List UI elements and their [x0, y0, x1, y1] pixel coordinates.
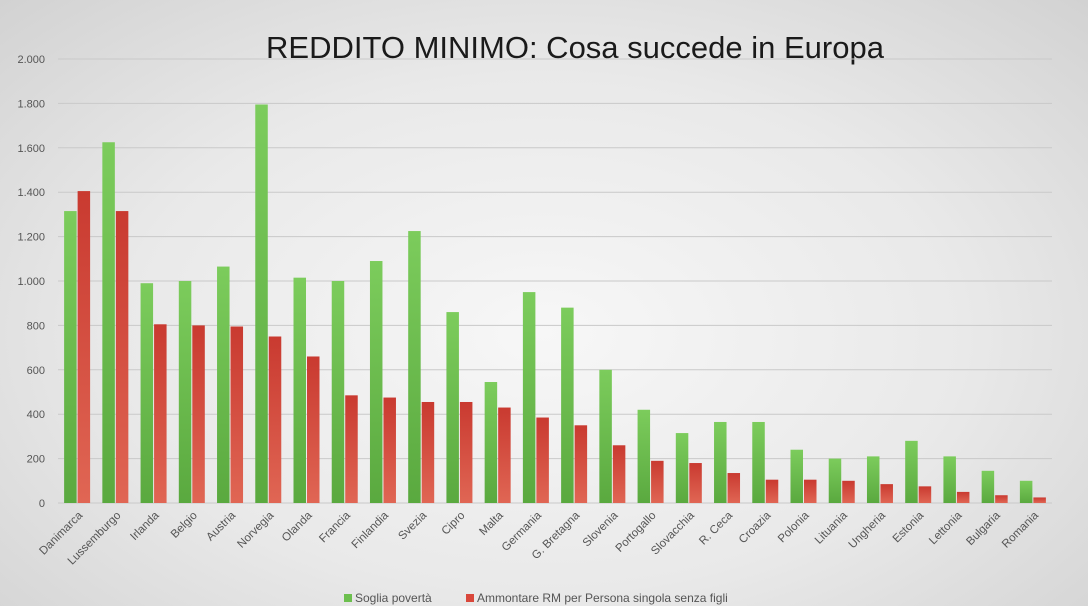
y-tick-label: 200	[27, 454, 45, 466]
bar-soglia-poverta	[293, 277, 306, 503]
bar-ammontare-rm	[230, 326, 244, 503]
bar-soglia-poverta	[178, 281, 192, 503]
y-tick-label: 1.200	[17, 232, 45, 244]
bar-soglia-poverta	[905, 440, 918, 503]
bar-soglia-poverta	[675, 433, 689, 503]
bar-soglia-poverta	[1019, 480, 1033, 503]
bar-soglia-poverta	[255, 104, 268, 503]
bar-ammontare-rm	[574, 425, 588, 503]
x-tick-label: Lituania	[813, 509, 850, 546]
y-tick-label: 1.800	[17, 98, 45, 110]
y-tick-label: 600	[27, 365, 45, 377]
x-tick-label: Croazia	[737, 509, 774, 546]
bar-soglia-poverta	[561, 307, 574, 503]
bar-soglia-poverta	[981, 470, 995, 503]
x-tick-label: Lettonia	[927, 509, 965, 547]
bar-ammontare-rm	[268, 336, 282, 503]
legend-label-soglia: Soglia povertà	[355, 591, 432, 605]
x-tick-label: Romania	[1000, 509, 1041, 550]
bar-soglia-poverta	[943, 456, 956, 503]
x-tick-label: Austria	[204, 509, 238, 543]
bar-ammontare-rm	[383, 397, 396, 503]
bar-soglia-poverta	[446, 312, 459, 503]
bar-soglia-poverta	[828, 458, 842, 503]
bar-soglia-poverta	[790, 449, 803, 503]
x-tick-label: Belgio	[169, 510, 200, 541]
y-tick-label: 800	[27, 320, 45, 332]
bar-ammontare-rm	[154, 324, 167, 503]
legend-label-ammontare: Ammontare RM per Persona singola senza f…	[477, 591, 728, 605]
x-tick-label: Finlandia	[350, 509, 392, 551]
bar-ammontare-rm	[727, 473, 741, 503]
y-tick-label: 1.600	[17, 143, 45, 155]
x-tick-label: Malta	[477, 509, 506, 538]
bar-soglia-poverta	[64, 211, 77, 503]
bar-soglia-poverta	[408, 231, 421, 504]
bar-ammontare-rm	[115, 211, 129, 503]
bar-ammontare-rm	[459, 401, 473, 503]
x-tick-label: Irlanda	[128, 509, 162, 543]
bar-soglia-poverta	[714, 421, 727, 503]
bar-soglia-poverta	[866, 456, 880, 503]
bar-soglia-poverta	[637, 409, 651, 503]
bar-ammontare-rm	[918, 486, 932, 503]
legend-swatch-soglia	[344, 594, 352, 602]
bars	[64, 104, 1046, 504]
bar-soglia-poverta	[599, 369, 612, 503]
y-tick-label: 1.000	[17, 276, 45, 288]
x-tick-label: Olanda	[280, 509, 315, 544]
x-tick-label: Cipro	[440, 510, 468, 538]
x-tick-label: Francia	[317, 509, 353, 545]
bar-soglia-poverta	[102, 142, 115, 503]
y-tick-label: 400	[27, 409, 45, 421]
bar-ammontare-rm	[995, 495, 1008, 503]
x-tick-label: Polonia	[776, 509, 812, 545]
bar-ammontare-rm	[307, 356, 320, 503]
x-tick-label: R. Ceca	[697, 509, 735, 547]
gridlines	[58, 58, 1052, 504]
y-tick-label: 2.000	[17, 54, 45, 66]
bar-ammontare-rm	[536, 417, 549, 503]
bar-soglia-poverta	[331, 281, 345, 503]
x-tick-label: Svezia	[396, 509, 429, 542]
x-tick-label: Slovenia	[581, 509, 621, 549]
bar-ammontare-rm	[689, 463, 702, 503]
chart-title: REDDITO MINIMO: Cosa succede in Europa	[266, 30, 885, 65]
bar-soglia-poverta	[217, 266, 230, 503]
bar-ammontare-rm	[804, 479, 817, 503]
bar-ammontare-rm	[612, 445, 626, 503]
y-tick-label: 1.400	[17, 187, 45, 199]
bar-soglia-poverta	[752, 421, 765, 503]
bar-ammontare-rm	[192, 325, 205, 503]
bar-ammontare-rm	[842, 480, 855, 503]
bar-ammontare-rm	[1033, 497, 1046, 503]
bar-soglia-poverta	[369, 261, 383, 503]
bar-ammontare-rm	[498, 407, 511, 503]
bar-ammontare-rm	[77, 191, 91, 503]
legend: Soglia povertà Ammontare RM per Persona …	[344, 591, 728, 605]
bar-ammontare-rm	[880, 484, 893, 503]
bar-ammontare-rm	[421, 401, 435, 503]
x-tick-label: Ungheria	[847, 509, 889, 551]
x-tick-label: Estonia	[891, 509, 927, 545]
bar-soglia-poverta	[140, 283, 154, 503]
y-tick-label: 0	[39, 498, 45, 510]
bar-soglia-poverta	[522, 292, 536, 503]
bar-ammontare-rm	[765, 479, 779, 503]
legend-swatch-ammontare	[466, 594, 474, 602]
x-tick-label: Norvegia	[235, 509, 276, 550]
y-axis-ticks: 0 200 400 600 800 1.000 1.200 1.400 1.600 1.800 2.…	[17, 54, 45, 510]
x-tick-label: Bulgaria	[964, 509, 1003, 548]
bar-ammontare-rm	[651, 460, 664, 503]
bar-ammontare-rm	[956, 491, 970, 503]
bar-ammontare-rm	[345, 395, 358, 503]
bar-soglia-poverta	[484, 382, 498, 503]
